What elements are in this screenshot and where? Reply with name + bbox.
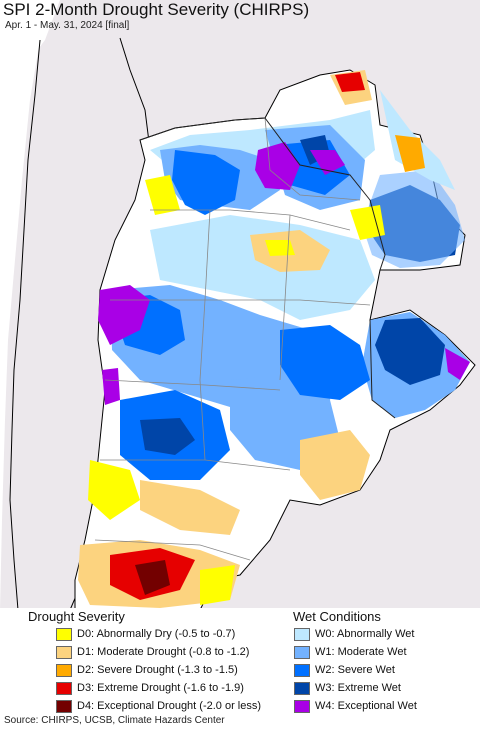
legend-label-w3: W3: Extreme Wet	[315, 682, 401, 694]
dry-d0-pampa	[88, 460, 140, 520]
wet-w4-andes-south	[102, 368, 120, 405]
dry-d0-corrientes	[350, 205, 385, 240]
wet-w4-paraguay	[255, 142, 300, 190]
source-credit: Source: CHIRPS, UCSB, Climate Hazards Ce…	[4, 715, 225, 726]
legend-item-w4: W4: Exceptional Wet	[294, 699, 417, 713]
wet-w2-north	[172, 150, 240, 215]
legend-item-w2: W2: Severe Wet	[294, 663, 395, 677]
internal-borders	[94, 117, 371, 561]
drought-heading: Drought Severity	[28, 609, 125, 624]
swatch-w2	[294, 663, 310, 677]
legend-label-w1: W1: Moderate Wet	[315, 646, 407, 658]
map-title: SPI 2-Month Drought Severity (CHIRPS)	[3, 0, 310, 19]
swatch-w0	[294, 627, 310, 641]
legend-label-w4: W4: Exceptional Wet	[315, 700, 417, 712]
swatch-w3	[294, 681, 310, 695]
dry-d1-buenosaires-south	[300, 430, 370, 500]
wet-heading: Wet Conditions	[293, 609, 381, 624]
wet-w0-central	[150, 215, 375, 320]
dry-d4-patagonia	[135, 560, 170, 595]
swatch-d2	[56, 663, 72, 677]
legend-item-w1: W1: Moderate Wet	[294, 645, 407, 659]
swatch-d3	[56, 681, 72, 695]
legend-label-d2: D2: Severe Drought (-1.3 to -1.5)	[77, 664, 238, 676]
swatch-d1	[56, 645, 72, 659]
wet-w2-buenosaires	[280, 325, 370, 400]
swatch-w1	[294, 645, 310, 659]
pacific-ocean	[0, 40, 40, 610]
chile-coastline	[9, 39, 41, 610]
dry-d2-east	[395, 135, 425, 172]
swatch-d4	[56, 699, 72, 713]
wet-w3-uruguay	[375, 318, 445, 385]
legend: Drought Severity Wet Conditions D0: Abno…	[0, 608, 480, 713]
legend-label-w0: W0: Abnormally Wet	[315, 628, 415, 640]
drought-map	[0, 0, 480, 610]
dry-d0-chaco	[265, 240, 295, 256]
legend-item-d2: D2: Severe Drought (-1.3 to -1.5)	[56, 663, 238, 677]
legend-item-d1: D1: Moderate Drought (-0.8 to -1.2)	[56, 645, 249, 659]
legend-label-d3: D3: Extreme Drought (-1.6 to -1.9)	[77, 682, 244, 694]
legend-label-d1: D1: Moderate Drought (-0.8 to -1.2)	[77, 646, 250, 658]
wet-w3-pampas	[140, 418, 195, 455]
country-borders	[139, 117, 396, 419]
dry-d0-patagonia	[200, 565, 235, 605]
wet-w1-brazil-ring	[362, 170, 465, 268]
wet-w4-uruguay	[445, 348, 470, 380]
legend-item-d4: D4: Exceptional Drought (-2.0 or less)	[56, 699, 261, 713]
map-subtitle: Apr. 1 - May. 31, 2024 [final]	[5, 20, 130, 31]
dry-d0-northwest	[145, 175, 180, 215]
wet-w4-chaco	[310, 150, 345, 175]
legend-item-d0: D0: Abnormally Dry (-0.5 to -0.7)	[56, 627, 235, 641]
legend-label-d4: D4: Exceptional Drought (-2.0 or less)	[77, 700, 262, 712]
dry-d1-pampa	[140, 480, 240, 535]
swatch-w4	[294, 699, 310, 713]
legend-item-w3: W3: Extreme Wet	[294, 681, 401, 695]
legend-item-d3: D3: Extreme Drought (-1.6 to -1.9)	[56, 681, 244, 695]
swatch-d0	[56, 627, 72, 641]
dry-d3-bolivia-north	[335, 72, 365, 92]
legend-label-d0: D0: Abnormally Dry (-0.5 to -0.7)	[77, 628, 236, 640]
legend-label-w2: W2: Severe Wet	[315, 664, 395, 676]
legend-item-w0: W0: Abnormally Wet	[294, 627, 414, 641]
